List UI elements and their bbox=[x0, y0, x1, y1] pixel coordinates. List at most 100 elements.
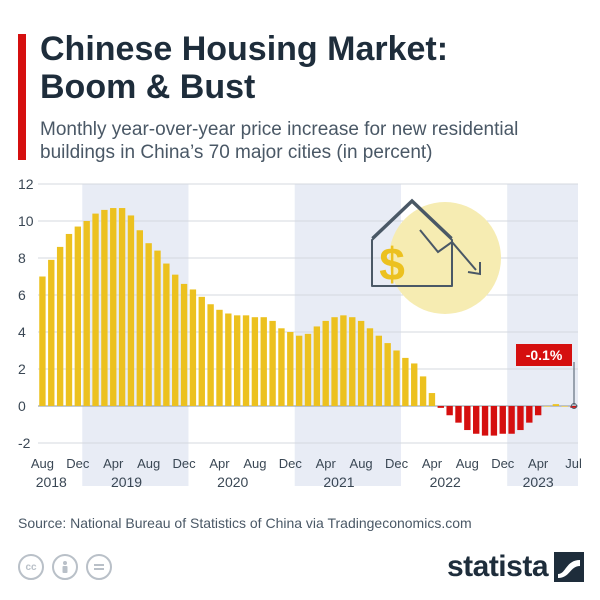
bar bbox=[419, 376, 427, 406]
y-tick-label: 10 bbox=[18, 213, 34, 229]
x-year-label: 2018 bbox=[36, 474, 67, 490]
y-tick-label: 2 bbox=[18, 361, 26, 377]
bar bbox=[411, 363, 418, 406]
source-note: Source: National Bureau of Statistics of… bbox=[18, 515, 472, 531]
bar bbox=[198, 296, 205, 406]
x-month-label: Aug bbox=[350, 456, 373, 471]
illustration-circle bbox=[389, 202, 501, 314]
bar bbox=[437, 406, 444, 408]
bar bbox=[127, 215, 135, 406]
year-band bbox=[82, 184, 189, 486]
bar bbox=[464, 406, 471, 431]
chart-subtitle: Monthly year-over-year price increase fo… bbox=[40, 118, 580, 164]
bar bbox=[552, 404, 560, 406]
bar bbox=[340, 315, 347, 406]
trend-down-arrow-icon bbox=[419, 229, 477, 271]
bar bbox=[225, 313, 232, 406]
x-month-label: Aug bbox=[31, 456, 54, 471]
bar bbox=[136, 230, 143, 406]
bar bbox=[242, 315, 250, 406]
x-year-label: 2021 bbox=[323, 474, 354, 490]
x-month-label: Dec bbox=[66, 456, 90, 471]
bar bbox=[145, 243, 152, 406]
bar bbox=[269, 320, 276, 406]
bar bbox=[446, 406, 453, 416]
bar bbox=[56, 246, 64, 406]
bar bbox=[331, 317, 338, 406]
bar bbox=[233, 315, 241, 406]
year-bands bbox=[82, 184, 578, 486]
bar bbox=[74, 226, 82, 406]
bar bbox=[517, 406, 524, 431]
bar bbox=[499, 406, 506, 434]
bar bbox=[216, 309, 223, 406]
title-line-1: Chinese Housing Market: bbox=[40, 30, 449, 68]
y-tick-label: 0 bbox=[18, 398, 26, 414]
x-month-label: Apr bbox=[103, 456, 124, 471]
x-month-label: Jul bbox=[565, 456, 582, 471]
bar bbox=[189, 289, 197, 406]
subtitle-line-2: buildings in China’s 70 major cities (in… bbox=[40, 142, 433, 163]
dollar-icon: $ bbox=[379, 238, 405, 290]
bar bbox=[428, 393, 436, 406]
y-tick-label: 8 bbox=[18, 250, 26, 266]
bar bbox=[180, 283, 188, 406]
bar bbox=[172, 274, 179, 406]
bar bbox=[101, 209, 108, 406]
year-band bbox=[294, 184, 401, 486]
y-tick-label: 6 bbox=[18, 287, 26, 303]
bar bbox=[92, 213, 99, 406]
bar bbox=[393, 350, 400, 406]
bar bbox=[366, 328, 374, 406]
bar bbox=[570, 406, 577, 408]
x-month-label: Dec bbox=[173, 456, 197, 471]
bar bbox=[322, 320, 329, 406]
bar bbox=[287, 332, 294, 406]
cc-icon: cc bbox=[18, 554, 44, 580]
bar bbox=[526, 406, 533, 423]
bar bbox=[83, 221, 90, 406]
bar bbox=[65, 233, 73, 406]
subtitle-line-1: Monthly year-over-year price increase fo… bbox=[40, 119, 519, 140]
x-year-label: 2020 bbox=[217, 474, 248, 490]
bar bbox=[349, 317, 356, 406]
arrow-head-icon bbox=[467, 262, 481, 276]
bar bbox=[110, 208, 117, 406]
x-month-label: Aug bbox=[243, 456, 266, 471]
bar bbox=[473, 406, 480, 434]
bar bbox=[207, 304, 214, 406]
statista-logo[interactable]: statista bbox=[447, 550, 584, 584]
x-month-label: Aug bbox=[456, 456, 479, 471]
bars bbox=[39, 208, 577, 436]
bar bbox=[402, 357, 409, 406]
x-year-label: 2023 bbox=[523, 474, 554, 490]
license-icons: cc bbox=[18, 554, 112, 580]
bar bbox=[534, 406, 542, 416]
bar bbox=[481, 406, 489, 436]
x-month-label: Apr bbox=[422, 456, 443, 471]
bar bbox=[384, 343, 391, 406]
x-month-label: Apr bbox=[209, 456, 230, 471]
nd-equals-icon bbox=[86, 554, 112, 580]
bar bbox=[278, 328, 285, 406]
bar bbox=[295, 335, 303, 406]
bar bbox=[508, 406, 515, 434]
chart-title: Chinese Housing Market: Boom & Bust bbox=[40, 30, 580, 106]
bar bbox=[455, 406, 462, 423]
x-month-label: Aug bbox=[137, 456, 160, 471]
y-tick-label: 12 bbox=[18, 176, 34, 192]
bar bbox=[375, 335, 383, 406]
bar bbox=[313, 326, 321, 406]
bar bbox=[118, 208, 126, 406]
x-month-label: Dec bbox=[385, 456, 409, 471]
title-accent-bar bbox=[18, 34, 26, 160]
statista-mark-icon bbox=[554, 552, 584, 582]
title-line-2: Boom & Bust bbox=[40, 68, 256, 106]
bar bbox=[163, 263, 170, 406]
bar bbox=[304, 333, 312, 406]
x-year-label: 2019 bbox=[111, 474, 142, 490]
brand-name: statista bbox=[446, 550, 549, 583]
bar bbox=[48, 259, 55, 406]
house-illustration: $ bbox=[371, 198, 501, 314]
